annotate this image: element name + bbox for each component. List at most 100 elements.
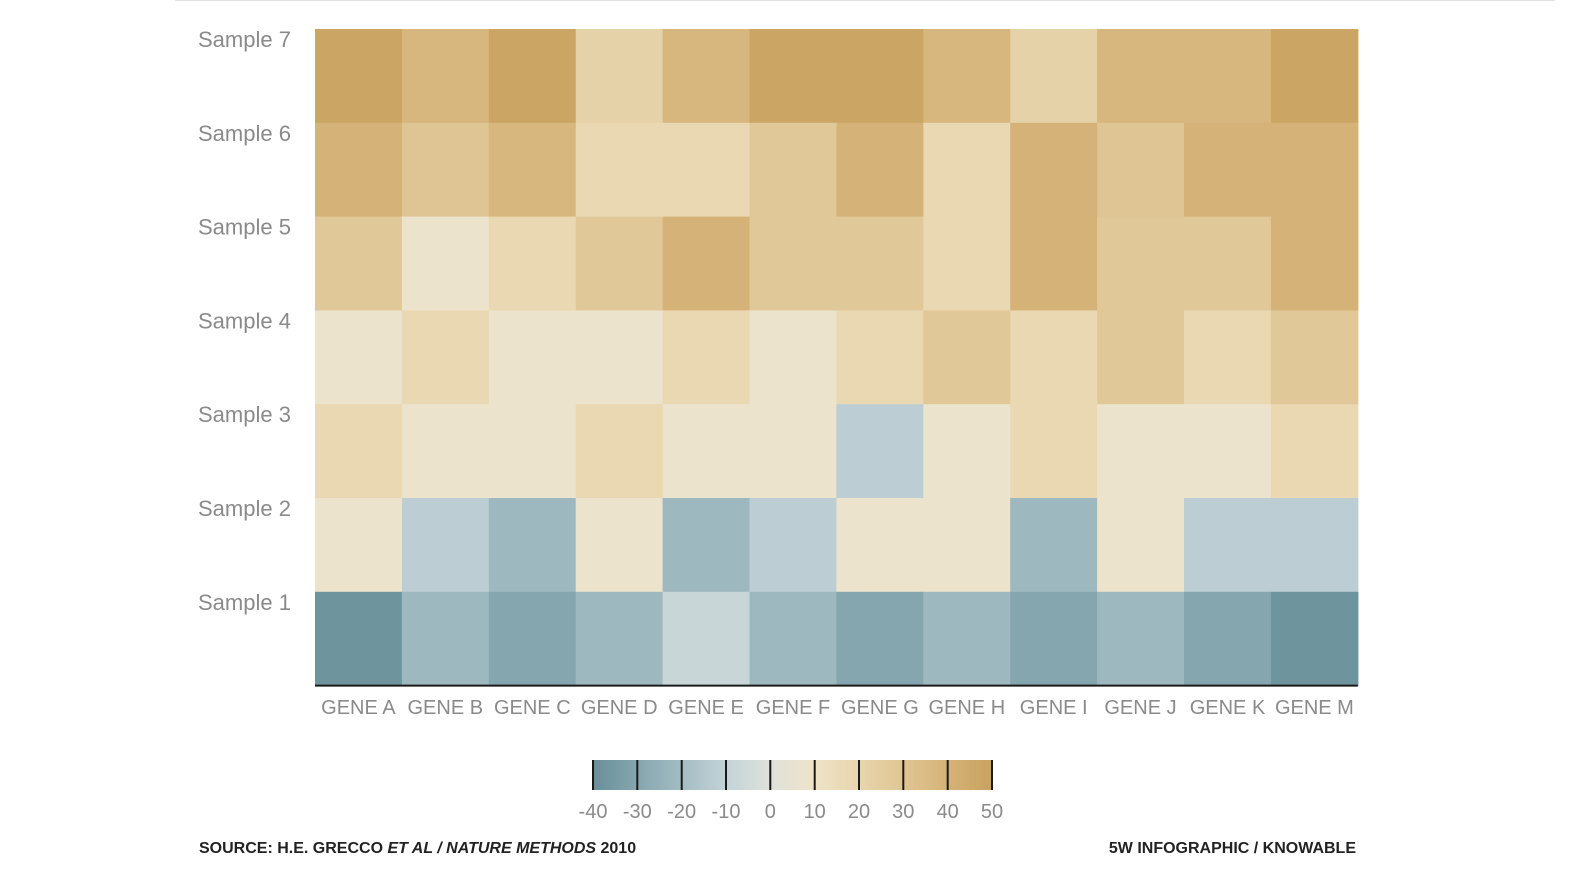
- heatmap-cell: [488, 29, 577, 124]
- heatmap-cell: [575, 310, 664, 405]
- column-label: GENE E: [668, 697, 744, 719]
- row-label: Sample 2: [198, 496, 291, 521]
- heatmap-cell: [1184, 404, 1272, 499]
- heatmap-cell: [1270, 591, 1359, 687]
- heatmap-cell: [315, 404, 403, 499]
- color-scale-tick-label: 10: [804, 801, 826, 823]
- heatmap-cell: [749, 498, 837, 593]
- heatmap-cell: [923, 310, 1011, 405]
- heatmap-cell: [315, 122, 403, 218]
- color-scale-tick-label: -40: [579, 801, 608, 823]
- heatmap-cell: [1270, 122, 1359, 218]
- row-label: Sample 7: [198, 27, 291, 52]
- heatmap-cell: [575, 498, 664, 593]
- source-italic: ET AL / NATURE METHODS: [387, 840, 597, 857]
- row-label: Sample 5: [198, 215, 291, 240]
- color-scale-tick-label: 30: [892, 801, 914, 823]
- row-label: Sample 1: [198, 590, 291, 615]
- heatmap-cell: [923, 591, 1011, 687]
- column-label: GENE M: [1275, 697, 1354, 719]
- heatmap-cell: [575, 122, 664, 218]
- heatmap-cell: [662, 29, 751, 124]
- heatmap-cell: [315, 498, 403, 593]
- heatmap-cell: [315, 29, 403, 124]
- column-labels: GENE A GENE B GENE C GENE D GENE E GENE F GENE…: [321, 697, 1354, 719]
- color-scale-tick-label: 40: [937, 801, 959, 823]
- heatmap-cell: [1270, 498, 1359, 593]
- heatmap-cell: [401, 122, 490, 218]
- heatmap-cell: [401, 404, 490, 499]
- heatmap-cell: [662, 498, 751, 593]
- color-scale-tick-label: -20: [667, 801, 696, 823]
- heatmap-cell: [1184, 310, 1272, 405]
- heatmap-cell: [1270, 404, 1359, 499]
- heatmap-cell: [749, 591, 837, 687]
- heatmap-cell: [488, 404, 577, 499]
- column-label: GENE I: [1020, 697, 1088, 719]
- heatmap-cell: [836, 216, 924, 311]
- heatmap-cell: [662, 404, 751, 499]
- column-label: GENE J: [1104, 697, 1176, 719]
- color-scale-tick-label: 20: [848, 801, 870, 823]
- heatmap-cell: [488, 216, 577, 311]
- color-scale-tick-label: 0: [765, 801, 776, 823]
- heatmap-cell: [1184, 498, 1272, 593]
- heatmap-cell: [1010, 122, 1098, 218]
- infographic-credit: 5W INFOGRAPHIC / KNOWABLE: [1108, 840, 1356, 857]
- heatmap-cell: [1184, 122, 1272, 218]
- heatmap-cell: [662, 122, 751, 218]
- heatmap-cell: [488, 310, 577, 405]
- heatmap-cell: [836, 591, 924, 687]
- heatmap-cell: [1270, 29, 1359, 124]
- heatmap-cell: [1010, 591, 1098, 687]
- source-prefix: SOURCE: H.E. GRECCO: [199, 840, 388, 857]
- heatmap-cell: [488, 498, 577, 593]
- heatmap-cell: [923, 122, 1011, 218]
- heatmap-cell: [575, 216, 664, 311]
- heatmap-cell: [1097, 404, 1185, 499]
- heatmap-cell: [923, 29, 1011, 124]
- row-label: Sample 6: [198, 121, 291, 146]
- heatmap-cell: [1184, 216, 1272, 311]
- source-suffix: 2010: [596, 840, 637, 857]
- column-label: GENE K: [1190, 697, 1266, 719]
- heatmap-cell: [923, 216, 1011, 311]
- heatmap-cell: [1097, 591, 1185, 687]
- heatmap-cell: [575, 591, 664, 687]
- column-label: GENE F: [756, 697, 830, 719]
- heatmap-cell: [1010, 310, 1098, 405]
- heatmap-cell: [488, 591, 577, 687]
- heatmap-cell: [315, 591, 403, 687]
- heatmap-cell: [1010, 498, 1098, 593]
- heatmap-cell: [401, 310, 490, 405]
- row-labels: Sample 7 Sample 6 Sample 5 Sample 4 Sample 3…: [198, 27, 291, 615]
- heatmap-cell: [749, 29, 837, 124]
- heatmap-cell: [488, 122, 577, 218]
- heatmap-cell: [1184, 591, 1272, 687]
- heatmap-cell: [923, 498, 1011, 593]
- heatmap-cell: [401, 591, 490, 687]
- heatmap-cell: [1097, 310, 1185, 405]
- column-label: GENE C: [494, 697, 571, 719]
- heatmap-cell: [923, 404, 1011, 499]
- heatmap-cell: [749, 310, 837, 405]
- color-scale-bar: [593, 760, 992, 790]
- heatmap-cell: [662, 216, 751, 311]
- heatmap-cell: [662, 591, 751, 687]
- heatmap-cell: [1184, 29, 1272, 124]
- column-label: GENE H: [928, 697, 1005, 719]
- heatmap-cell: [1010, 216, 1098, 311]
- heatmap-cell: [836, 122, 924, 218]
- heatmap-cell: [401, 498, 490, 593]
- heatmap-cell: [749, 122, 837, 218]
- heatmap-cells: [315, 29, 1359, 687]
- color-scale-tick-label: 50: [981, 801, 1003, 823]
- top-divider: [175, 0, 1555, 1]
- heatmap-cell: [836, 310, 924, 405]
- row-label: Sample 3: [198, 402, 291, 427]
- heatmap-cell: [1270, 310, 1359, 405]
- heatmap-cell: [1097, 216, 1185, 311]
- column-label: GENE B: [408, 697, 484, 719]
- color-scale-tick-label: -10: [712, 801, 741, 823]
- heatmap-cell: [315, 216, 403, 311]
